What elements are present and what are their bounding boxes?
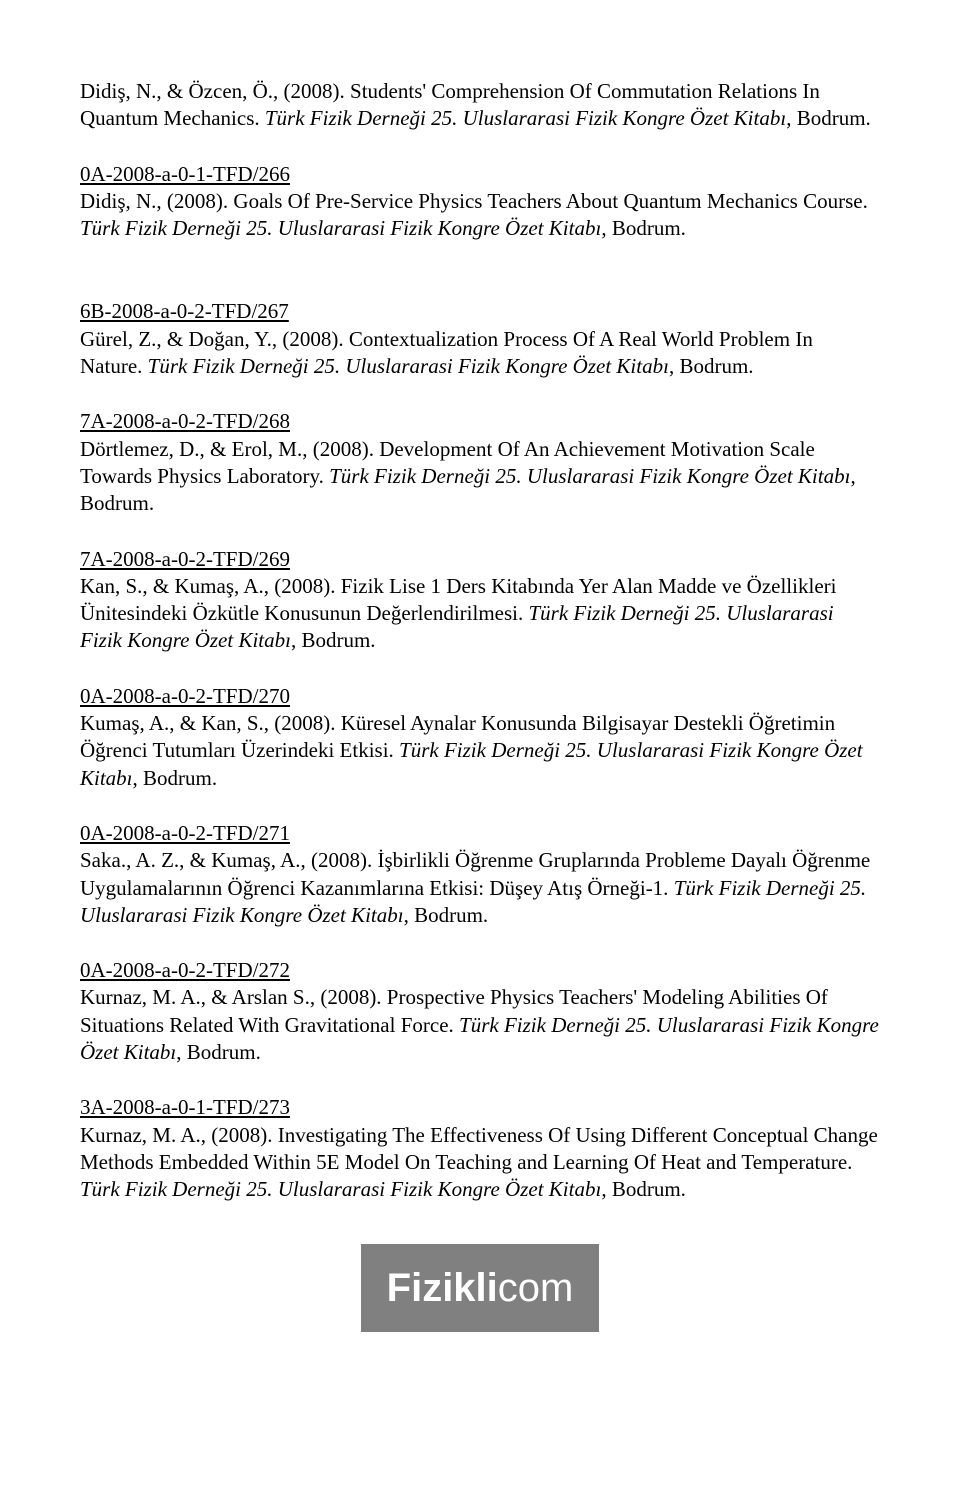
reference-body: Kumaş, A., & Kan, S., (2008). Küresel Ay… (80, 710, 880, 792)
reference-suffix: , Bodrum. (669, 354, 754, 378)
reference-body: Didiş, N., (2008). Goals Of Pre-Service … (80, 188, 880, 243)
reference-text: Didiş, N., (2008). Goals Of Pre-Service … (80, 189, 868, 213)
reference-source: Türk Fizik Derneği 25. Uluslararasi Fizi… (265, 106, 786, 130)
reference-body: Kurnaz, M. A., & Arslan S., (2008). Pros… (80, 984, 880, 1066)
bibliography-entry: Didiş, N., & Özcen, Ö., (2008). Students… (80, 78, 880, 133)
bibliography-entry: 6B-2008-a-0-2-TFD/267Gürel, Z., & Doğan,… (80, 298, 880, 380)
reference-source: Türk Fizik Derneği 25. Uluslararasi Fizi… (80, 216, 601, 240)
bibliography-entry: 0A-2008-a-0-2-TFD/271Saka., A. Z., & Kum… (80, 820, 880, 929)
logo-thin-text: com (498, 1266, 574, 1310)
bibliography-entry: 3A-2008-a-0-1-TFD/273Kurnaz, M. A., (200… (80, 1094, 880, 1203)
reference-id: 0A-2008-a-0-1-TFD/266 (80, 161, 880, 188)
site-logo: Fiziklicom (361, 1244, 600, 1332)
reference-suffix: , Bodrum. (133, 766, 218, 790)
reference-text: Kurnaz, M. A., (2008). Investigating The… (80, 1123, 878, 1174)
reference-suffix: , Bodrum. (291, 628, 376, 652)
bibliography-entry: 7A-2008-a-0-2-TFD/268Dörtlemez, D., & Er… (80, 408, 880, 517)
reference-suffix: , Bodrum. (404, 903, 489, 927)
reference-body: Saka., A. Z., & Kumaş, A., (2008). İşbir… (80, 847, 880, 929)
reference-id: 0A-2008-a-0-2-TFD/272 (80, 957, 880, 984)
reference-id: 6B-2008-a-0-2-TFD/267 (80, 298, 880, 325)
reference-body: Dörtlemez, D., & Erol, M., (2008). Devel… (80, 436, 880, 518)
reference-source: Türk Fizik Derneği 25. Uluslararasi Fizi… (329, 464, 850, 488)
reference-body: Kan, S., & Kumaş, A., (2008). Fizik Lise… (80, 573, 880, 655)
reference-source: Türk Fizik Derneği 25. Uluslararasi Fizi… (148, 354, 669, 378)
logo-container: Fiziklicom (80, 1244, 880, 1332)
reference-id: 0A-2008-a-0-2-TFD/270 (80, 683, 880, 710)
logo-bold-text: Fizikli (387, 1266, 498, 1310)
reference-body: Gürel, Z., & Doğan, Y., (2008). Contextu… (80, 326, 880, 381)
bibliography-entry: 0A-2008-a-0-2-TFD/270Kumaş, A., & Kan, S… (80, 683, 880, 792)
reference-suffix: , Bodrum. (601, 216, 686, 240)
reference-body: Kurnaz, M. A., (2008). Investigating The… (80, 1122, 880, 1204)
reference-suffix: , Bodrum. (786, 106, 871, 130)
reference-id: 0A-2008-a-0-2-TFD/271 (80, 820, 880, 847)
reference-suffix: , Bodrum. (176, 1040, 261, 1064)
reference-id: 7A-2008-a-0-2-TFD/269 (80, 546, 880, 573)
bibliography-entry: 0A-2008-a-0-2-TFD/272Kurnaz, M. A., & Ar… (80, 957, 880, 1066)
bibliography-entry: 7A-2008-a-0-2-TFD/269Kan, S., & Kumaş, A… (80, 546, 880, 655)
reference-source: Türk Fizik Derneği 25. Uluslararasi Fizi… (80, 1177, 601, 1201)
reference-body: Didiş, N., & Özcen, Ö., (2008). Students… (80, 78, 880, 133)
reference-id: 7A-2008-a-0-2-TFD/268 (80, 408, 880, 435)
reference-suffix: , Bodrum. (601, 1177, 686, 1201)
bibliography-entry: 0A-2008-a-0-1-TFD/266Didiş, N., (2008). … (80, 161, 880, 243)
reference-id: 3A-2008-a-0-1-TFD/273 (80, 1094, 880, 1121)
